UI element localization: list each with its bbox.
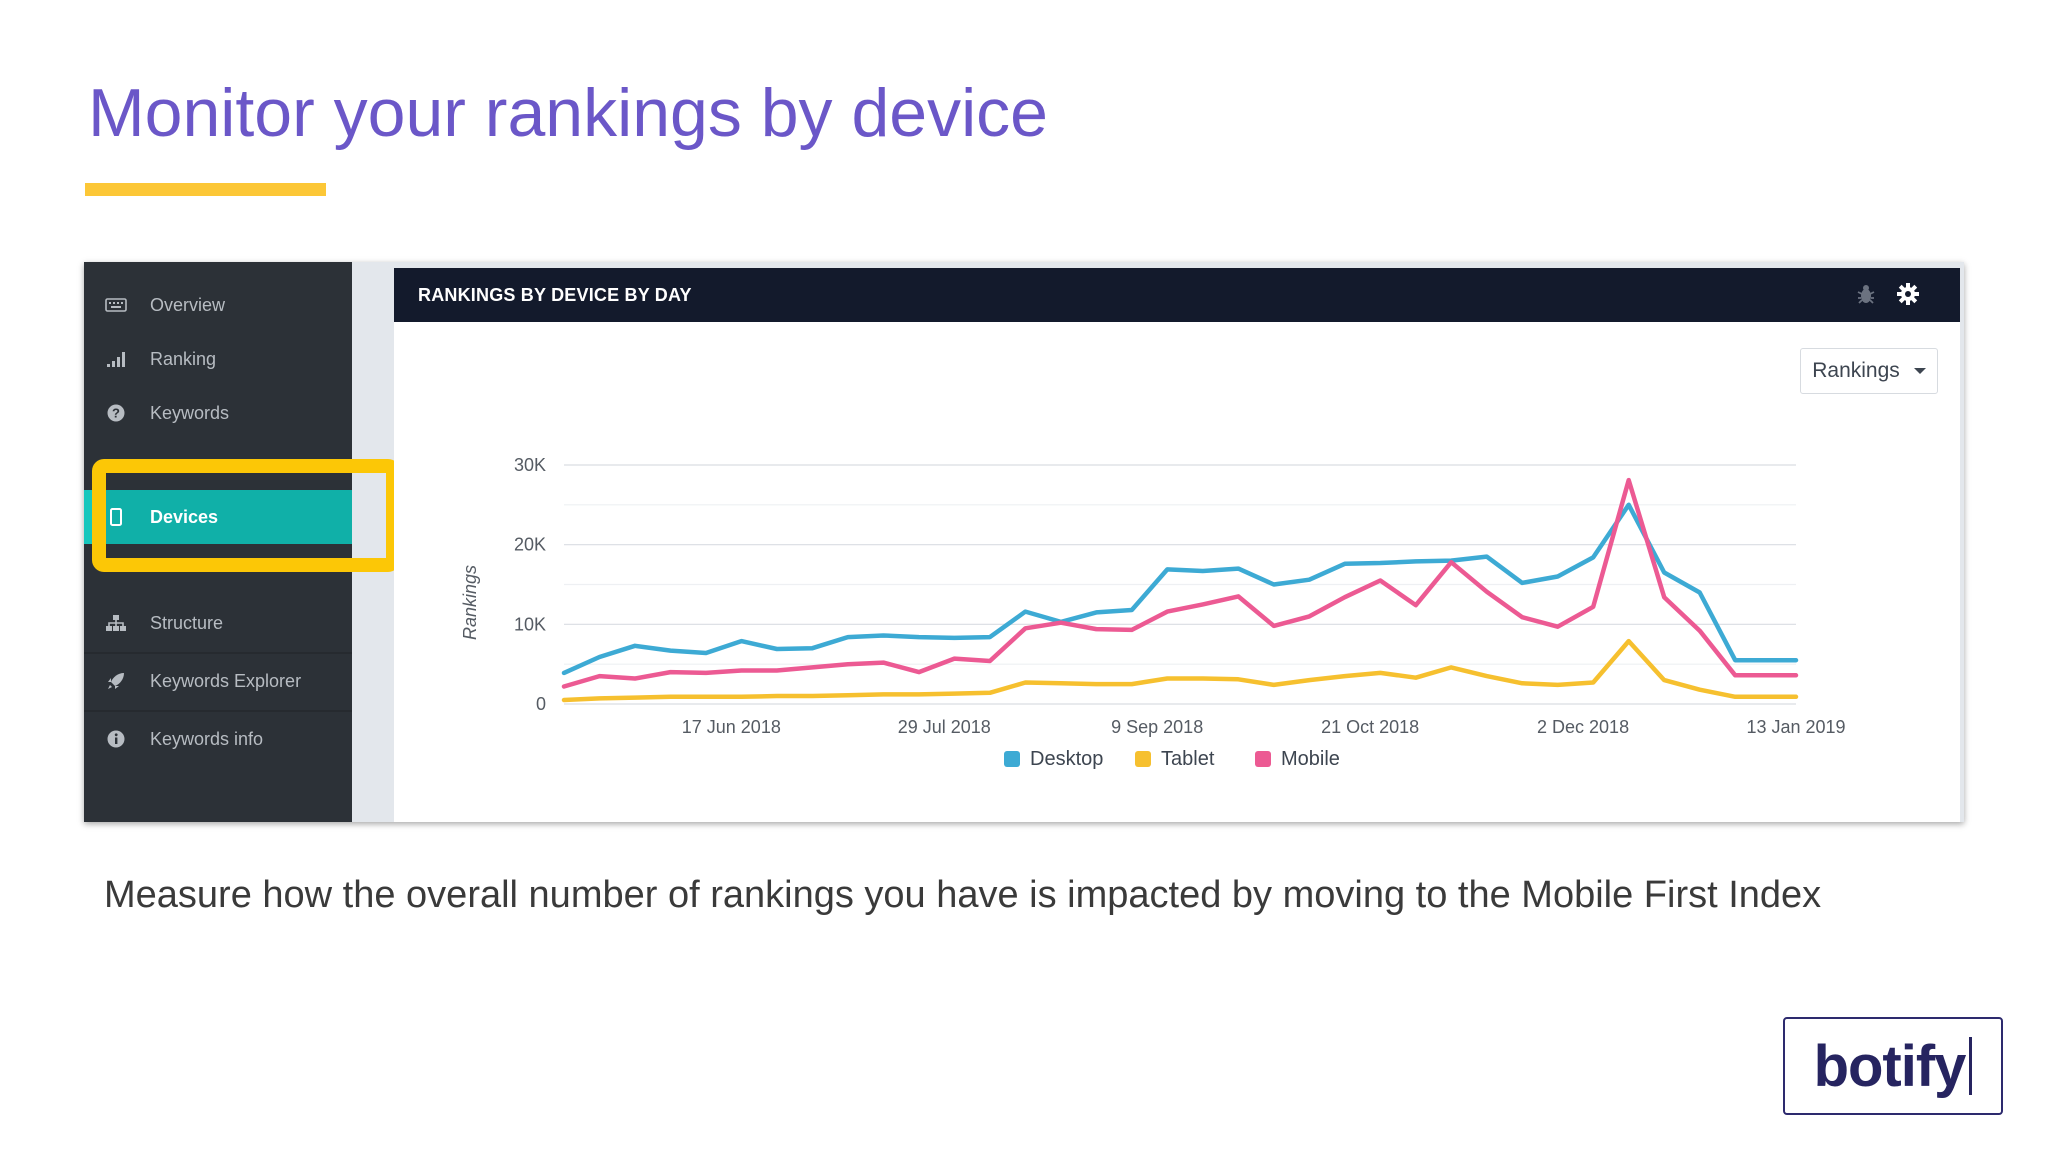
sidebar-item-label: Structure [150,612,224,633]
series-line-mobile [561,477,1799,689]
chevron-down-icon [1913,368,1926,374]
signal-bars-icon [104,351,128,367]
sidebar-item-label: Overview [150,294,226,315]
y-axis-label: Rankings [460,565,480,640]
botify-logo: botify [1783,1017,2003,1115]
legend-label: Desktop [1030,748,1103,770]
sidebar-item-label: Keywords info [150,728,264,749]
sidebar-item-structure[interactable]: Structure [84,596,352,650]
mobile-icon [104,508,128,526]
sidebar-item-label: Ranking [150,348,217,369]
panel-header: RANKINGS BY DEVICE BY DAY [394,268,1960,322]
x-tick-label: 13 Jan 2019 [1746,717,1845,737]
x-tick-label: 29 Jul 2018 [898,717,991,737]
bug-icon[interactable] [1856,283,1876,305]
legend-label: Tablet [1161,748,1215,770]
sidebar-item-label: Devices [150,506,219,527]
gear-icon[interactable] [1896,282,1920,306]
x-tick-label: 21 Oct 2018 [1321,717,1419,737]
title-underline [85,183,326,196]
active-indicator [84,490,92,544]
question-circle-icon: ? [104,404,128,422]
sidebar-item-devices[interactable]: Devices [84,490,352,544]
legend-swatch-mobile [1255,751,1271,767]
y-tick-label: 10K [514,614,546,634]
slide-caption: Measure how the overall number of rankin… [104,874,1822,916]
chart-panel: RANKINGS BY DEVICE BY DAY Rankings 0 10K 2… [394,268,1960,822]
y-tick-label: 20K [514,535,546,555]
sidebar-item-ranking[interactable]: Ranking [84,332,352,386]
svg-text:?: ? [112,406,120,421]
series-line-desktop [561,502,1799,676]
rankings-line-chart: 0 10K 20K 30K Rankings 17 Jun 2018 29 Jul 2018… [460,455,1846,770]
devices-highlight-box [92,459,400,572]
legend-swatch-tablet [1135,751,1151,767]
sidebar-item-label: Keywords Explorer [150,670,302,691]
metric-select-value: Rankings [1812,359,1900,382]
sidebar-item-label: Keywords [150,402,230,423]
sidebar-item-keywords[interactable]: ? Keywords [84,386,352,440]
slide-title: Monitor your rankings by device [88,75,1049,151]
y-tick-label: 0 [536,694,546,714]
legend-label: Mobile [1281,748,1340,770]
y-tick-label: 30K [514,455,546,475]
keyboard-icon [104,298,128,312]
x-tick-label: 17 Jun 2018 [682,717,781,737]
legend-swatch-desktop [1004,751,1020,767]
sidebar: Overview Ranking ? Keywords Devices Stru [84,262,352,822]
app-screenshot: Overview Ranking ? Keywords Devices Stru [84,262,1964,822]
sidebar-item-keywords-info[interactable]: Keywords info [84,710,352,766]
sidebar-item-keywords-explorer[interactable]: Keywords Explorer [84,652,352,708]
series-line-tablet [561,638,1799,703]
panel-title: RANKINGS BY DEVICE BY DAY [418,284,692,305]
x-tick-label: 9 Sep 2018 [1111,717,1203,737]
sitemap-icon [104,614,128,632]
rocket-icon [104,671,128,691]
logo-cursor [1969,1037,1973,1095]
x-tick-label: 2 Dec 2018 [1537,717,1629,737]
logo-text: botify [1813,1033,1967,1099]
metric-select[interactable]: Rankings [1800,348,1938,394]
info-circle-icon [104,730,128,748]
sidebar-item-overview[interactable]: Overview [84,278,352,332]
